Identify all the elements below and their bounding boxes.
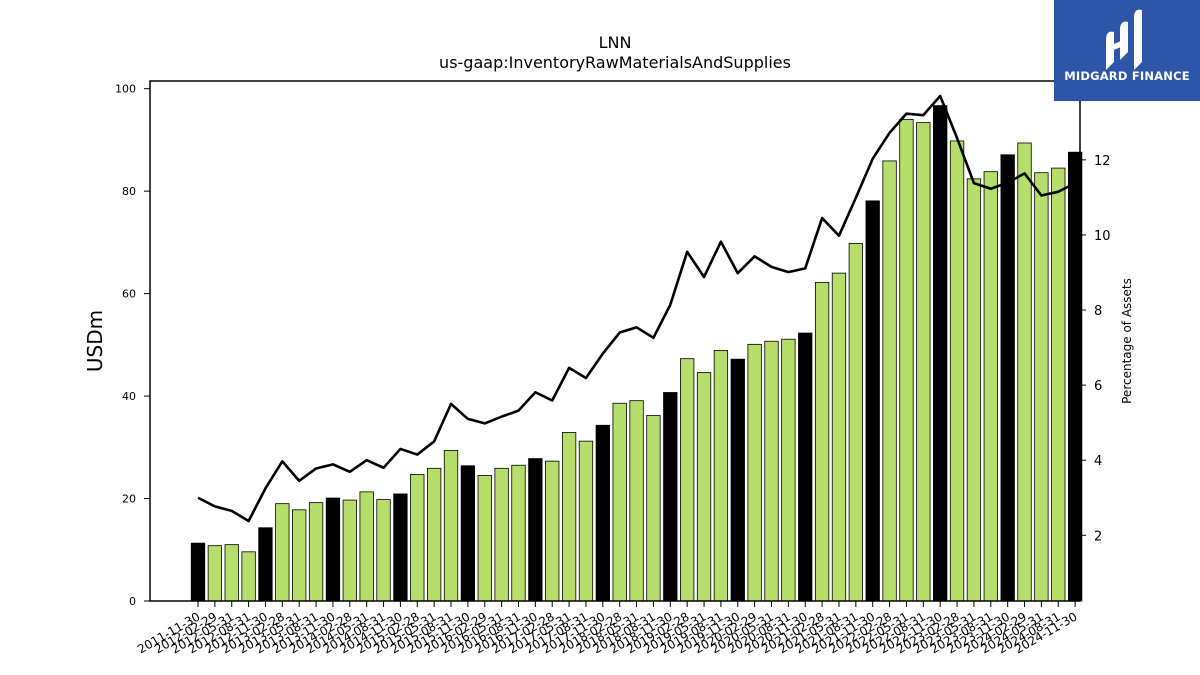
bar-2023-05-31 <box>966 178 982 602</box>
bar-2020-11-30 <box>798 332 813 602</box>
bar-2013-08-31 <box>308 502 324 602</box>
bar-2021-02-28 <box>814 281 830 602</box>
bar-2014-08-31 <box>376 499 391 602</box>
bar-2024-08-31 <box>1051 167 1066 602</box>
y2-tick-label: 2 <box>1094 529 1102 544</box>
midgard-logo-icon <box>1106 9 1142 70</box>
bar-2019-05-31 <box>696 372 712 602</box>
bar-2015-08-31 <box>443 449 459 602</box>
bar-2018-05-31 <box>629 400 644 602</box>
bar-2013-02-28 <box>275 503 290 602</box>
y2-tick-label: 6 <box>1094 379 1102 394</box>
y2-tick-label: 12 <box>1094 154 1111 169</box>
bar-2022-11-30 <box>933 105 948 602</box>
bar-2023-11-30 <box>1000 154 1015 602</box>
y2-axis-label: Percentage of Assets <box>1120 278 1134 404</box>
bar-2020-05-31 <box>764 340 779 602</box>
brand-name: MIDGARD FINANCE <box>1064 69 1190 83</box>
bar-2016-02-29 <box>477 475 492 602</box>
bar-2022-02-28 <box>882 160 897 602</box>
chart-title: LNN <box>599 33 632 52</box>
bar-2022-08-31 <box>916 122 931 602</box>
bar-2017-08-31 <box>578 440 594 602</box>
bar-2021-08-31 <box>848 242 863 602</box>
bar-2017-02-28 <box>545 460 560 602</box>
y2-tick-label: 8 <box>1094 304 1102 319</box>
bar-2021-11-30 <box>865 200 880 602</box>
y2-tick-label: 4 <box>1094 454 1102 469</box>
bar-2024-05-31 <box>1034 172 1049 602</box>
bar-2018-08-31 <box>646 415 661 602</box>
bar-2020-02-29 <box>747 343 762 602</box>
brand-logo: MIDGARD FINANCE <box>1054 0 1200 101</box>
bar-2023-02-28 <box>949 140 965 602</box>
chart-subtitle: us-gaap:InventoryRawMaterialsAndSupplies <box>439 53 791 72</box>
bar-2019-08-31 <box>713 350 729 602</box>
bar-2019-11-30 <box>730 358 745 602</box>
bar-2012-05-31 <box>224 544 239 602</box>
percentage-of-assets-line <box>197 94 1076 523</box>
axes-layer <box>149 80 1081 602</box>
bars-layer <box>190 105 1083 602</box>
ticks-layer: 020406080100246810122011-11-302012-02-29… <box>115 83 1111 657</box>
bar-2020-08-31 <box>781 338 796 602</box>
y-tick-label: 0 <box>129 595 136 608</box>
bar-2017-05-31 <box>561 432 577 602</box>
bar-2015-05-31 <box>426 467 442 602</box>
y-tick-label: 20 <box>122 493 136 506</box>
bar-2011-11-30 <box>190 542 206 602</box>
bar-2016-11-30 <box>528 458 543 602</box>
bar-2019-02-28 <box>680 358 695 602</box>
bar-2012-02-29 <box>207 545 223 602</box>
y2-tick-label: 10 <box>1094 229 1111 244</box>
bar-2013-11-30 <box>325 497 341 602</box>
bar-2016-05-31 <box>494 467 509 602</box>
bar-2014-11-30 <box>393 493 408 602</box>
bar-2016-08-31 <box>511 464 526 602</box>
bar-2017-11-30 <box>595 424 610 602</box>
y-tick-label: 100 <box>115 83 136 96</box>
bar-2013-05-31 <box>292 509 307 602</box>
bar-2014-05-31 <box>359 491 374 602</box>
bar-2012-08-31 <box>241 551 256 602</box>
bar-2021-05-31 <box>831 272 847 602</box>
y-tick-label: 60 <box>122 288 136 301</box>
line-layer <box>197 94 1076 523</box>
bar-2015-11-30 <box>460 465 476 602</box>
bar-2018-02-28 <box>612 402 627 602</box>
bar-2024-02-29 <box>1017 142 1032 602</box>
bar-2018-11-30 <box>663 392 678 602</box>
y-tick-label: 80 <box>122 185 136 198</box>
y-tick-label: 40 <box>122 390 136 403</box>
bar-2022-05-31 <box>899 119 914 602</box>
y-axis-label: USDm <box>83 310 107 372</box>
bar-2014-02-28 <box>342 499 357 602</box>
bar-2023-08-31 <box>983 171 998 602</box>
plot-frame <box>149 80 1081 602</box>
bar-2012-11-30 <box>258 527 273 602</box>
bar-2015-02-28 <box>410 474 425 602</box>
